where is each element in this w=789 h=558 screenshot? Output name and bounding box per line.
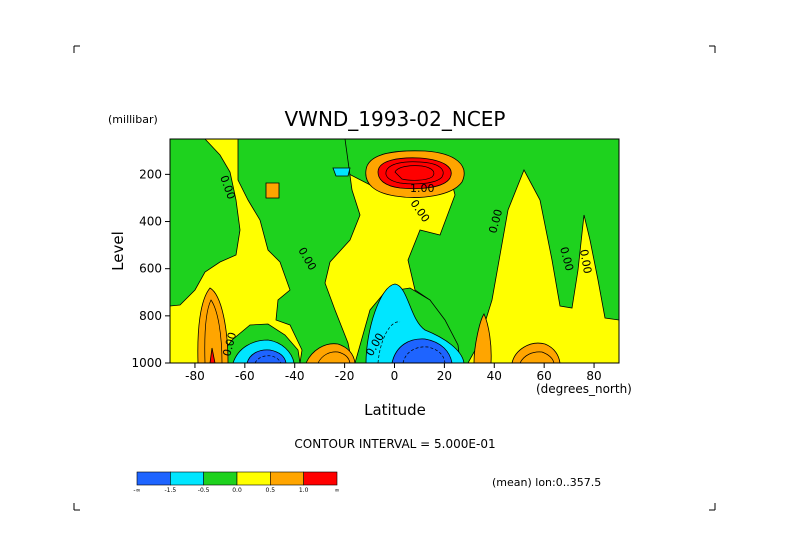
fill-blue-center [391,338,453,363]
x-tick-label: -20 [335,369,355,383]
colorbar-swatch [303,471,338,486]
fill-red-south-spike [209,347,216,363]
x-tick-label: 80 [586,369,601,383]
colorbar-label: -∞ [133,487,140,494]
y-tick-label: 1000 [131,356,162,370]
contour-label: 0.00 [486,208,505,235]
colorbar-swatch [236,471,271,486]
chart-title: VWND_1993-02_NCEP [284,107,505,131]
colorbar-label: 0.0 [232,487,242,494]
fill-cyan-small [332,167,351,177]
y-axis: 200 400 600 800 1000 [131,167,170,370]
x-axis: -80 -60 -40 -20 0 20 40 60 80 [185,363,602,383]
corner-marks [73,45,716,511]
fill-orange-small-1 [265,182,280,199]
colorbar-swatch [203,471,238,486]
colorbar-swatch [270,471,304,486]
x-tick-label: 0 [391,369,399,383]
fill-cyan-center [365,283,465,363]
contour-label: 0.00 [557,245,576,272]
y-tick-label: 400 [139,215,162,229]
colorbar: -∞ -1.5 -0.5 0.0 0.5 1.0 ∞ [133,471,340,494]
x-tick-label: -60 [235,369,255,383]
colorbar-swatch [170,471,204,486]
colorbar-label: 0.5 [266,487,276,494]
contour-interval-text: CONTOUR INTERVAL = 5.000E-01 [294,437,495,451]
colorbar-label: -0.5 [198,487,210,494]
fill-blue-south [246,349,287,363]
footnote: (mean) lon:0..357.5 [492,476,601,489]
contour-label: 0.00 [220,331,239,358]
y-tick-label: 200 [139,167,162,181]
contour-label: 1.00 [410,182,435,195]
y-axis-label: Level [109,231,127,271]
colorbar-label: ∞ [335,487,340,494]
x-units-label: (degrees_north) [536,382,632,396]
colorbar-swatch [136,471,171,486]
fill-orange-south-1 [197,287,229,363]
fill-green-southwest [170,139,241,307]
x-tick-label: -80 [185,369,205,383]
y-tick-label: 800 [139,309,162,323]
x-tick-label: 20 [437,369,452,383]
x-tick-label: -40 [285,369,305,383]
fill-red-jet-core [377,157,452,190]
fill-orange-north-1 [473,313,492,363]
x-axis-label: Latitude [364,401,426,419]
colorbar-label: 1.0 [299,487,309,494]
plot-area [170,139,619,363]
y-tick-label: 600 [139,262,162,276]
colorbar-label: -1.5 [164,487,176,494]
fill-orange-south-2 [305,343,356,363]
y-units-label: (millibar) [108,113,158,126]
x-tick-label: 40 [487,369,502,383]
contour-label: 0.00 [577,248,594,274]
x-tick-label: 60 [537,369,552,383]
